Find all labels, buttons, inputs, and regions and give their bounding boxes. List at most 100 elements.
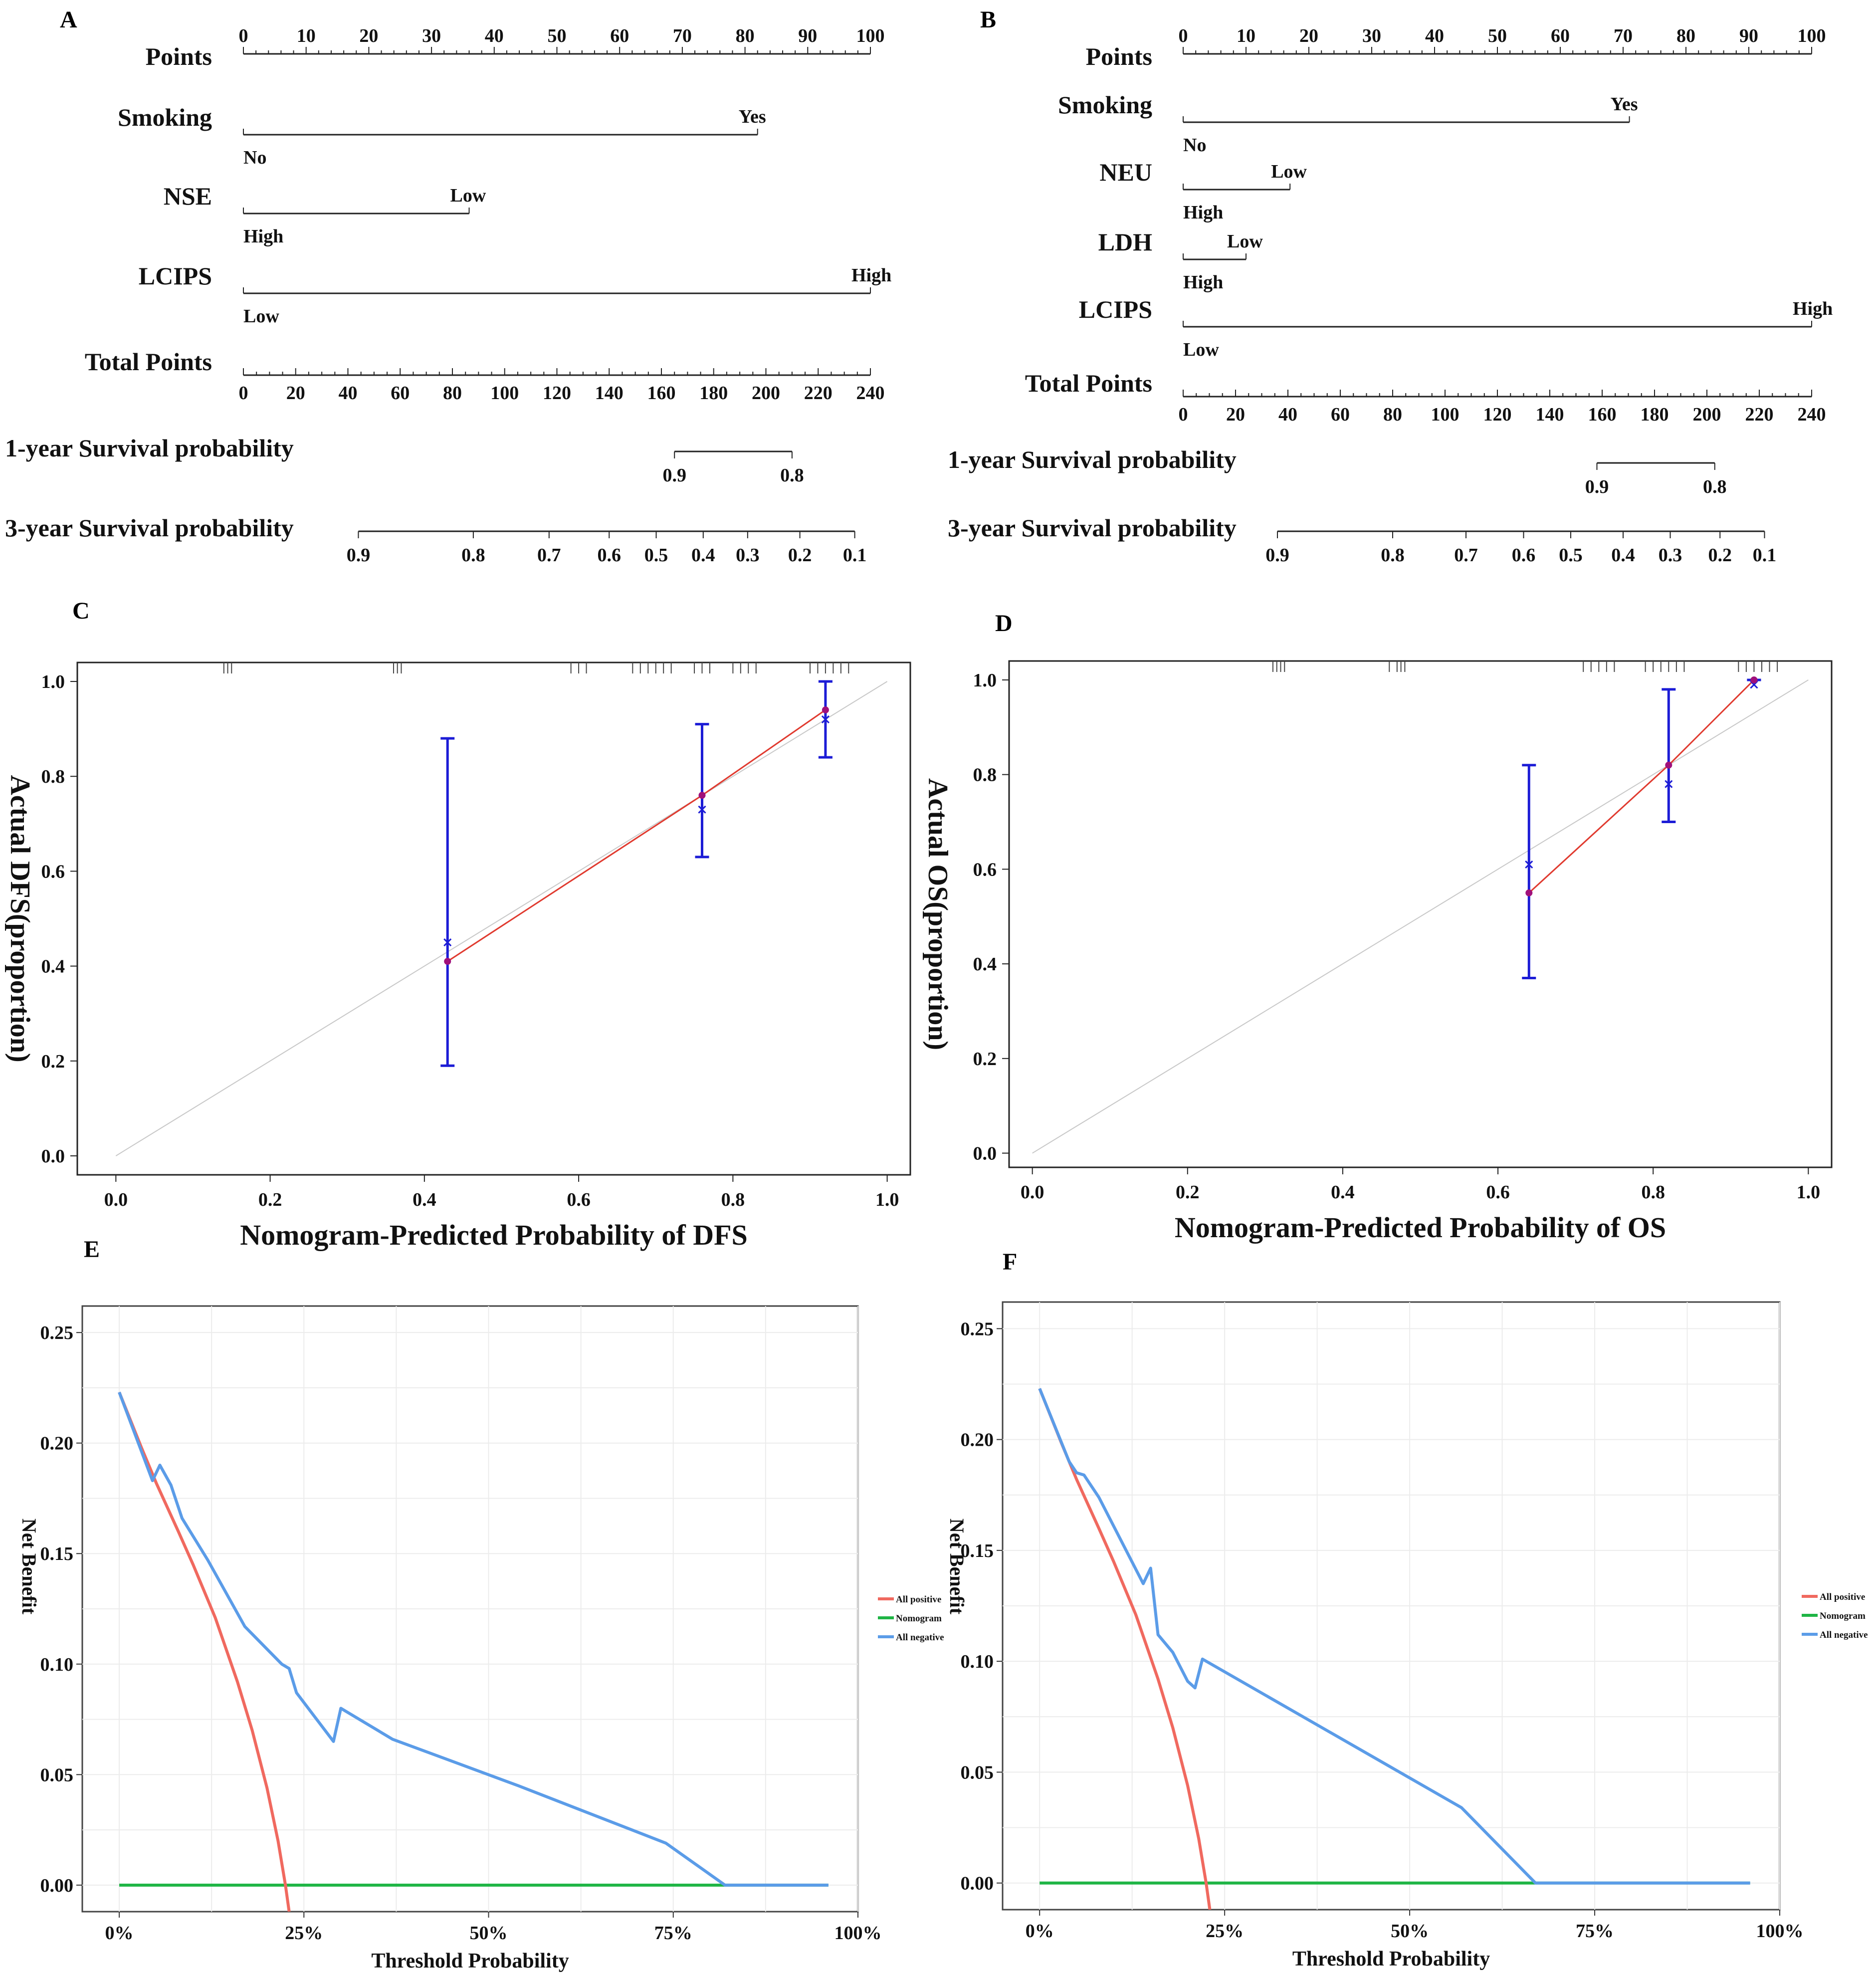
total-points-tick-label: 40 xyxy=(339,383,358,404)
y-tick-label: 1.0 xyxy=(41,671,65,692)
y-tick-label: 0.00 xyxy=(40,1875,74,1896)
survival-tick-label: 0.5 xyxy=(1559,545,1583,566)
observed-point xyxy=(1525,889,1533,896)
points-tick-label: 60 xyxy=(610,25,629,46)
total-points-tick-label: 120 xyxy=(543,383,571,404)
y-tick-label: 0.10 xyxy=(961,1651,994,1672)
survival-label: 1-year Survival probability xyxy=(5,434,294,462)
total-points-tick-label: 140 xyxy=(595,383,624,404)
x-tick-label: 0.8 xyxy=(721,1189,745,1210)
points-tick-label: 0 xyxy=(1179,25,1188,46)
x-tick-label: 75% xyxy=(654,1923,692,1944)
y-tick-label: 0.25 xyxy=(961,1318,994,1339)
x-tick-label: 0.4 xyxy=(413,1189,436,1210)
variable-low-label: Low xyxy=(243,306,279,327)
y-tick-label: 0.05 xyxy=(40,1764,74,1785)
x-tick-label: 100% xyxy=(1756,1921,1804,1942)
variable-name: LDH xyxy=(1098,228,1152,256)
points-tick-label: 80 xyxy=(736,25,755,46)
y-tick-label: 0.2 xyxy=(973,1049,997,1070)
total-points-tick-label: 240 xyxy=(856,383,885,404)
variable-high-label: High xyxy=(851,265,891,286)
decision-curve-os: 0% 25% 50% 75% 100% 0.00 0.05 0.10 0.15 0.20 0.25 A… xyxy=(946,1301,1868,1971)
total-points-tick-label: 120 xyxy=(1483,404,1512,425)
total-points-tick-label: 60 xyxy=(391,383,410,404)
x-tick-label: 0% xyxy=(1026,1921,1054,1942)
points-tick-label: 30 xyxy=(422,25,441,46)
points-tick-label: 90 xyxy=(798,25,817,46)
plot-frame xyxy=(1008,660,1833,1168)
y-tick-label: 0.15 xyxy=(961,1540,994,1561)
survival-tick-label: 0.3 xyxy=(736,545,760,566)
survival-label: 1-year Survival probability xyxy=(948,445,1237,473)
y-tick-label: 0.0 xyxy=(41,1146,65,1167)
survival-tick-label: 0.4 xyxy=(1611,545,1635,566)
x-tick-label: 0.2 xyxy=(258,1189,282,1210)
points-tick-label: 100 xyxy=(856,25,885,46)
y-axis-label: Net Benefit xyxy=(18,1519,40,1615)
survival-tick-label: 0.7 xyxy=(537,545,561,566)
total-points-tick-label: 200 xyxy=(752,383,780,404)
series-line-all-positive xyxy=(1038,1388,1212,1910)
observed-point xyxy=(1750,676,1758,683)
total-points-tick-label: 60 xyxy=(1331,404,1350,425)
total-points-tick-label: 160 xyxy=(1588,404,1617,425)
legend-label: All negative xyxy=(1820,1630,1868,1640)
survival-tick-label: 0.8 xyxy=(461,545,485,566)
corrected-x-mark xyxy=(443,938,452,947)
points-tick-label: 60 xyxy=(1551,25,1570,46)
legend-label: Nomogram xyxy=(1820,1611,1866,1621)
total-points-tick-label: 0 xyxy=(1179,404,1188,425)
points-tick-label: 10 xyxy=(1237,25,1255,46)
total-points-tick-label: 220 xyxy=(804,383,833,404)
survival-label: 3-year Survival probability xyxy=(948,514,1237,542)
survival-tick-label: 0.1 xyxy=(843,545,867,566)
legend-label: Nomogram xyxy=(896,1613,942,1624)
y-tick-label: 0.00 xyxy=(961,1873,994,1894)
variable-high-label: Yes xyxy=(1611,94,1638,115)
nomogram-dfs: Points 0 10 20 30 40 50 60 70 80 90 100 Smoking No Yes… xyxy=(5,25,891,566)
points-tick-label: 40 xyxy=(485,25,504,46)
x-tick-label: 0.8 xyxy=(1641,1182,1665,1203)
series-line-all-negative xyxy=(1038,1388,1750,1885)
total-points-tick-label: 140 xyxy=(1536,404,1564,425)
observed-point xyxy=(698,792,706,799)
survival-tick-label: 0.6 xyxy=(598,545,622,566)
total-points-tick-label: 40 xyxy=(1278,404,1297,425)
y-axis-label: Actual OS(proportion) xyxy=(922,778,953,1050)
total-points-tick-label: 100 xyxy=(1431,404,1459,425)
points-tick-label: 100 xyxy=(1798,25,1826,46)
x-tick-label: 0.0 xyxy=(104,1189,128,1210)
points-tick-label: 50 xyxy=(1488,25,1507,46)
x-tick-label: 0.6 xyxy=(1486,1182,1510,1203)
legend-label: All negative xyxy=(896,1632,944,1643)
survival-tick-label: 0.8 xyxy=(1381,545,1405,566)
x-tick-label: 25% xyxy=(1206,1921,1244,1942)
survival-tick-label: 0.1 xyxy=(1753,545,1777,566)
variable-low-label: High xyxy=(243,226,283,247)
x-tick-label: 1.0 xyxy=(1797,1182,1821,1203)
y-tick-label: 0.10 xyxy=(40,1654,74,1675)
variable-name: LCIPS xyxy=(1079,295,1152,323)
total-points-label: Total Points xyxy=(85,348,212,376)
ideal-diagonal-line xyxy=(115,681,888,1156)
survival-tick-label: 0.6 xyxy=(1512,545,1536,566)
y-axis-label: Net Benefit xyxy=(946,1519,968,1615)
total-points-tick-label: 20 xyxy=(286,383,305,404)
observed-point xyxy=(1665,761,1672,769)
observed-line xyxy=(1528,679,1755,893)
y-tick-label: 0.8 xyxy=(41,766,65,787)
points-tick-label: 20 xyxy=(1299,25,1318,46)
corrected-x-mark xyxy=(821,715,830,724)
survival-tick-label: 0.9 xyxy=(1585,476,1609,497)
points-tick-label: 20 xyxy=(359,25,378,46)
variable-high-label: High xyxy=(1793,298,1833,319)
variable-name: NEU xyxy=(1099,158,1152,186)
total-points-label: Total Points xyxy=(1025,369,1152,397)
calibration-os: 0.0 0.2 0.4 0.6 0.8 1.0 0.0 0.2 0.4 0.6 0.8 1.0 Nomo… xyxy=(922,660,1833,1244)
x-tick-label: 0% xyxy=(105,1923,134,1944)
y-tick-label: 0.4 xyxy=(973,954,997,975)
variable-name: LCIPS xyxy=(139,262,212,290)
x-tick-label: 50% xyxy=(470,1923,508,1944)
